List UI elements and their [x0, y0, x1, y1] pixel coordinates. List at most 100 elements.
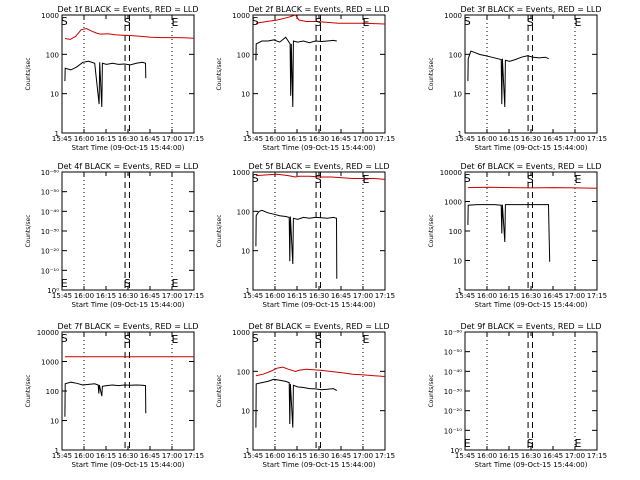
events-series-line: [467, 204, 551, 262]
y-tick-label: 10⁻¹⁰: [41, 267, 59, 275]
y-axis-label: Counts/sec: [428, 214, 435, 247]
x-axis-label: Start Time (09-Oct-15 15:44:00): [475, 461, 588, 469]
x-tick-label: 17:15: [184, 452, 204, 460]
x-tick-label: 16:00: [477, 452, 497, 460]
y-tick-label: 10: [453, 258, 462, 266]
x-tick-label: 16:00: [477, 292, 497, 300]
y-tick-label: 10⁻⁴⁰: [444, 368, 462, 376]
lld-series-line: [467, 186, 598, 189]
x-tick-label: 16:00: [265, 292, 285, 300]
end-marker-label: E: [172, 277, 179, 290]
start-marker-label-left: S: [252, 172, 259, 185]
x-axis-label: Start Time (09-Oct-15 15:44:00): [263, 461, 376, 469]
x-tick-label: 15:45: [243, 135, 263, 143]
x-tick-label: 15:45: [52, 292, 72, 300]
y-tick-label: 10: [241, 408, 250, 416]
start-marker-label-left: S: [252, 15, 259, 28]
y-tick-label: 100: [449, 228, 462, 236]
start-marker-label-left: S: [252, 332, 259, 345]
y-axis-label: Counts/sec: [25, 57, 32, 90]
x-tick-label: 16:45: [331, 135, 351, 143]
start-marker-label-left: S: [61, 332, 68, 345]
x-axis-label: Start Time (09-Oct-15 15:44:00): [475, 301, 588, 309]
y-tick-label: 10: [241, 248, 250, 256]
y-axis-label: Counts/sec: [428, 374, 435, 407]
plot-frame: [464, 171, 598, 291]
end-marker-label: E: [575, 16, 582, 29]
x-tick-label: 15:45: [455, 135, 475, 143]
y-tick-label: 1000: [444, 12, 462, 20]
y-tick-label: 1000: [232, 169, 250, 177]
y-tick-label: 1: [55, 130, 59, 138]
y-tick-label: 100: [237, 51, 250, 59]
y-tick-label: 10⁻⁶⁰: [444, 329, 462, 337]
x-tick-label: 16:45: [331, 452, 351, 460]
plot-frame: [61, 331, 195, 451]
x-tick-label: 16:15: [499, 452, 519, 460]
x-axis-label: Start Time (09-Oct-15 15:44:00): [263, 144, 376, 152]
y-tick-label: 10⁻⁶⁰: [41, 169, 59, 177]
y-tick-label: 10⁻⁵⁰: [444, 349, 462, 357]
x-tick-label: 17:00: [162, 135, 182, 143]
x-tick-label: 17:00: [565, 292, 585, 300]
y-tick-label: 1: [458, 130, 462, 138]
x-tick-label: 16:30: [118, 452, 138, 460]
end-marker-label: E: [575, 173, 582, 186]
y-axis-label: Counts/sec: [428, 57, 435, 90]
x-tick-label: 17:15: [184, 292, 204, 300]
x-tick-label: 16:45: [543, 135, 563, 143]
start-marker-label: S: [527, 16, 534, 29]
plot-title: Det 4f BLACK = Events, RED = LLD: [57, 162, 198, 171]
x-tick-label: 16:15: [499, 292, 519, 300]
x-tick-label: 16:30: [521, 135, 541, 143]
x-tick-label: 16:15: [96, 452, 116, 460]
plot-frame: [464, 331, 598, 451]
y-tick-label: 10⁰: [450, 447, 462, 455]
x-axis-label: Start Time (09-Oct-15 15:44:00): [72, 301, 185, 309]
y-tick-label: 1000: [444, 199, 462, 207]
end-marker-label: E: [363, 333, 370, 346]
x-tick-label: 16:45: [331, 292, 351, 300]
x-tick-label: 15:45: [243, 452, 263, 460]
end-marker-label: E: [363, 16, 370, 29]
start-marker-label-left: S: [464, 15, 471, 28]
end-marker-label: E: [172, 333, 179, 346]
x-tick-label: 16:15: [96, 135, 116, 143]
x-tick-label: 16:45: [140, 452, 160, 460]
x-tick-label: 16:00: [265, 135, 285, 143]
lld-series-line: [255, 173, 386, 180]
x-tick-label: 16:30: [309, 292, 329, 300]
y-axis-label: Counts/sec: [216, 374, 223, 407]
y-tick-label: 1000: [232, 12, 250, 20]
x-axis-label: Start Time (09-Oct-15 15:44:00): [263, 301, 376, 309]
plot-frame: [464, 14, 598, 134]
events-series-line: [255, 378, 338, 428]
plot-title: Det 8f BLACK = Events, RED = LLD: [248, 322, 389, 331]
x-tick-label: 16:45: [543, 452, 563, 460]
y-tick-label: 10⁰: [47, 287, 59, 295]
y-tick-label: 10: [453, 91, 462, 99]
x-tick-label: 15:45: [52, 452, 72, 460]
start-marker-label: S: [315, 173, 322, 186]
y-tick-label: 1: [458, 287, 462, 295]
end-marker-label: E: [172, 16, 179, 29]
x-axis-label: Start Time (09-Oct-15 15:44:00): [475, 144, 588, 152]
start-marker-label: S: [124, 333, 131, 346]
x-tick-label: 15:45: [243, 292, 263, 300]
y-tick-label: 10⁻⁵⁰: [41, 189, 59, 197]
x-tick-label: 17:00: [162, 452, 182, 460]
x-tick-label: 17:00: [353, 452, 373, 460]
y-axis-label: Counts/sec: [25, 374, 32, 407]
x-tick-label: 16:30: [309, 452, 329, 460]
x-tick-label: 17:00: [565, 452, 585, 460]
events-series-line: [64, 381, 147, 417]
y-tick-label: 1: [246, 447, 250, 455]
plot-title: Det 9f BLACK = Events, RED = LLD: [460, 322, 601, 331]
start-marker-label-left: S: [464, 172, 471, 185]
y-tick-label: 10⁻²⁰: [41, 248, 59, 256]
x-tick-label: 16:15: [287, 452, 307, 460]
y-tick-label: 1: [55, 447, 59, 455]
x-tick-label: 16:30: [309, 135, 329, 143]
y-tick-label: 100: [46, 51, 59, 59]
